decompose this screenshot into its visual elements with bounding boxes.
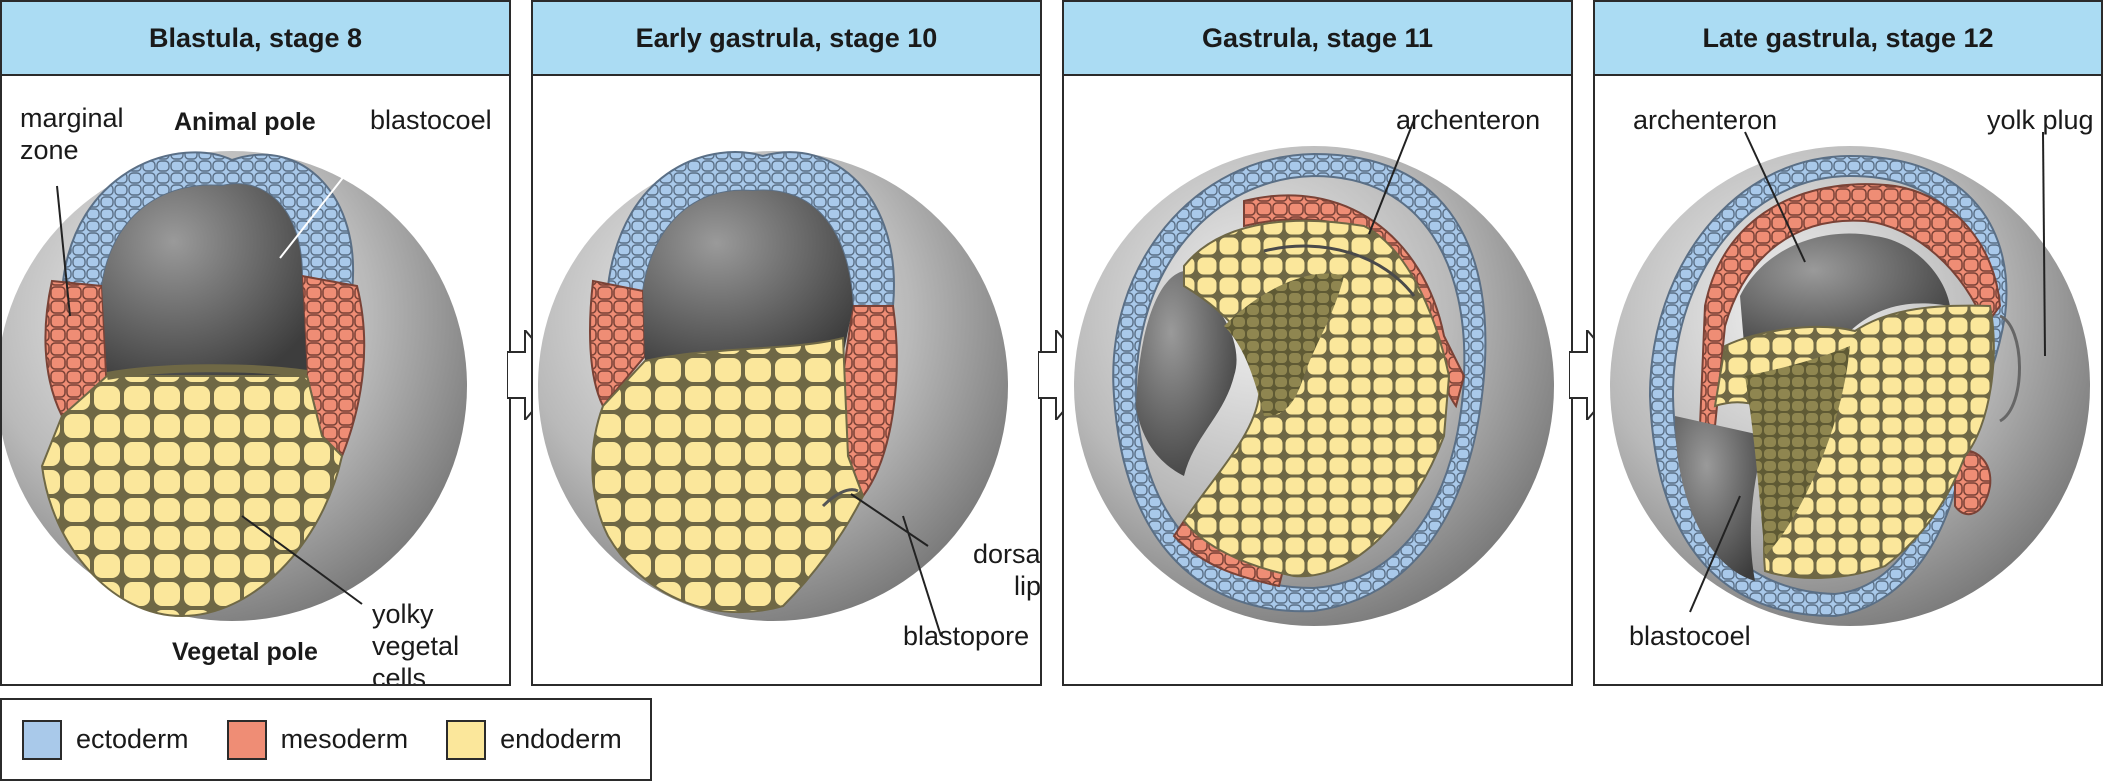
- archenteron-cavity: [1224, 273, 1344, 416]
- label-archenteron: archenteron: [1396, 105, 1541, 135]
- panel-gastrula: Gastrula, stage 11 archenteron: [1062, 0, 1573, 686]
- panel-title: Blastula, stage 8: [2, 2, 509, 76]
- dorsal-lip-groove: [821, 488, 859, 508]
- label-marginal-zone: marginal zone: [20, 103, 124, 165]
- legend-label: ectoderm: [76, 724, 189, 754]
- label-blastocoel: blastocoel: [370, 105, 492, 135]
- leader-marginal-zone: [56, 185, 71, 317]
- leader-archenteron: [1744, 131, 1806, 263]
- endoderm-vegetal: [40, 375, 344, 618]
- swatch-mesoderm: [226, 719, 267, 760]
- panel-late-gastrula: Late gastrula, stage 12 archenteron yolk…: [1593, 0, 2103, 686]
- leader-blastocoel: [1689, 495, 1741, 613]
- yolk-plug-outline: [1999, 314, 2021, 423]
- label-yolk-plug: yolk plug: [1987, 105, 2094, 135]
- endoderm-mass: [591, 336, 865, 614]
- panel-title: Early gastrula, stage 10: [533, 2, 1040, 76]
- swatch-ectoderm: [22, 719, 62, 760]
- leader-yolk-plug: [2042, 131, 2046, 357]
- label-blastopore: blastopore: [903, 621, 1030, 651]
- panel-blastula: Blastula, stage 8 marginal zone Animal p…: [0, 0, 511, 686]
- early-gastrula-illustration: [538, 151, 1008, 637]
- label-dorsal-lip: dorsal lip: [973, 539, 1042, 601]
- blastula-illustration: [2, 137, 467, 621]
- legend-item-ectoderm: ectoderm: [22, 719, 189, 760]
- archenteron-cavity: [1740, 233, 1950, 356]
- label-yolky-vegetal-cells: yolky vegetal cells: [372, 599, 460, 686]
- mesoderm-ventral: [1954, 449, 1992, 516]
- panel-title: Gastrula, stage 11: [1064, 2, 1571, 76]
- label-blastocoel: blastocoel: [1629, 621, 1751, 651]
- gastrula-illustration: [1074, 119, 1554, 626]
- blastocoel-cavity: [102, 184, 307, 376]
- legend-item-mesoderm: mesoderm: [226, 719, 409, 760]
- yolk-cavity: [1745, 346, 1850, 556]
- legend: ectoderm mesoderm endoderm: [0, 698, 652, 781]
- swatch-endoderm: [446, 719, 487, 760]
- leader-blastocoel: [279, 137, 375, 259]
- leader-yolky: [241, 515, 363, 605]
- leader-dorsal-lip: [850, 493, 929, 547]
- label-animal-pole: Animal pole: [174, 108, 316, 136]
- blastocoel-cavity: [643, 190, 853, 366]
- legend-label: mesoderm: [280, 724, 409, 754]
- panel-title: Late gastrula, stage 12: [1595, 2, 2101, 76]
- panel-early-gastrula: Early gastrula, stage 10 dorsal lip blas…: [531, 0, 1042, 686]
- blastocoel-cavity: [1675, 416, 1765, 581]
- late-gastrula-illustration: [1610, 131, 2090, 626]
- label-archenteron: archenteron: [1633, 105, 1778, 135]
- blastocoel-cavity: [1136, 271, 1237, 476]
- legend-label: endoderm: [500, 724, 622, 754]
- leader-archenteron: [1368, 119, 1415, 235]
- ectoderm-layer: [1112, 152, 1487, 613]
- leader-blastopore: [902, 515, 942, 637]
- legend-item-endoderm: endoderm: [446, 719, 622, 760]
- label-vegetal-pole: Vegetal pole: [172, 638, 318, 666]
